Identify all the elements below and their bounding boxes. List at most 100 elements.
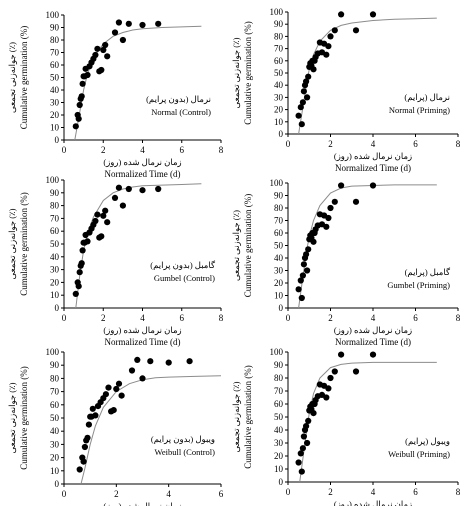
data-point [300, 433, 307, 440]
x-axis-title-fa: زمان نرمال شده (روز) [334, 325, 412, 336]
y-tick-label: 80 [50, 35, 60, 45]
x-tick-label: 4 [371, 487, 376, 497]
data-point [304, 439, 311, 447]
y-tick-label: 80 [50, 373, 60, 383]
data-point [297, 277, 304, 284]
y-tick-label: 30 [50, 98, 60, 108]
x-axis-title-fa: زمان نرمال شده (روز) [334, 151, 412, 162]
data-point [310, 238, 317, 245]
legend-label-fa: نرمال (پرایم) [404, 92, 450, 103]
y-tick-label: 60 [50, 400, 60, 410]
y-tick-label: 30 [50, 439, 60, 449]
y-tick-label: 90 [274, 19, 284, 29]
x-tick-label: 6 [219, 489, 224, 499]
y-tick-label: 10 [50, 290, 60, 300]
data-point [352, 368, 360, 375]
y-tick-label: 80 [274, 373, 284, 383]
x-axis-title-fa: زمان نرمال شده (روز) [334, 499, 412, 506]
y-tick-label: 90 [50, 188, 60, 198]
data-point [303, 423, 310, 430]
y-tick-label: 40 [50, 426, 60, 436]
y-tick-label: 0 [279, 129, 284, 139]
data-point [105, 384, 112, 391]
y-tick-label: 70 [274, 386, 284, 396]
y-tick-label: 100 [270, 7, 284, 17]
y-tick-label: 90 [50, 23, 60, 33]
fit-curve [75, 183, 202, 309]
data-point [338, 11, 345, 18]
data-point [119, 36, 126, 44]
chart-panel-5: 0 10 20 30 40 50 60 70 80 90 100 0 2 4 6 ویبول (بدون پر… [7, 347, 224, 506]
data-point [79, 247, 86, 254]
chart-panel-3: 0 10 20 30 40 50 60 70 80 90 100 0 2 4 6 8 گامبل (بدون پ… [7, 175, 224, 347]
chart-panel-6: 0 10 20 30 40 50 60 70 80 90 100 0 2 4 6 8 ویبول (پرایم)… [231, 347, 461, 506]
data-point [303, 78, 310, 85]
y-tick-label: 20 [274, 105, 284, 115]
data-point [298, 121, 305, 128]
data-point [84, 71, 91, 79]
data-point [139, 187, 146, 194]
data-point [303, 251, 310, 258]
data-point [331, 368, 338, 375]
y-tick-label: 20 [50, 453, 60, 463]
data-point [125, 20, 132, 27]
data-point [110, 407, 117, 414]
y-axis-title-fa: جوانه‌زنی تجمعی (٪) [231, 37, 242, 108]
x-tick-label: 0 [286, 487, 291, 497]
data-point [92, 51, 99, 59]
data-point [297, 104, 304, 111]
data-point [352, 27, 360, 34]
data-point [84, 434, 91, 441]
data-point [298, 294, 305, 302]
y-axis-title-fa: جوانه‌زنی تجمعی (٪) [7, 382, 18, 453]
data-point [338, 351, 345, 358]
y-tick-label: 100 [46, 175, 60, 185]
data-point [327, 204, 334, 212]
y-tick-label: 50 [50, 239, 60, 249]
data-point [305, 246, 312, 253]
data-point [369, 182, 377, 189]
y-tick-label: 60 [274, 228, 284, 238]
data-point [79, 80, 86, 87]
y-tick-label: 0 [279, 303, 284, 313]
y-tick-label: 50 [274, 241, 284, 251]
data-point [325, 385, 332, 392]
data-point [310, 410, 317, 417]
y-tick-label: 70 [50, 213, 60, 223]
legend-label: Gumbel (Priming) [387, 280, 450, 290]
fit-curve [80, 375, 222, 485]
y-tick-label: 0 [55, 135, 60, 145]
data-point [76, 101, 83, 109]
x-tick-label: 2 [328, 139, 333, 149]
y-axis-title: Cumulative germination (%) [19, 366, 29, 469]
data-point [119, 202, 126, 209]
data-point [98, 66, 105, 74]
data-point [80, 458, 87, 465]
x-tick-label: 2 [101, 145, 106, 155]
y-tick-label: 100 [270, 347, 284, 357]
y-tick-label: 30 [50, 265, 60, 275]
y-tick-label: 20 [50, 110, 60, 120]
legend-label-fa: ویبول (بدون پرایم) [151, 434, 215, 445]
x-axis-title-fa: زمان نرمال شده (روز) [103, 501, 181, 506]
x-tick-label: 8 [219, 145, 224, 155]
y-tick-label: 60 [50, 226, 60, 236]
y-tick-label: 40 [50, 252, 60, 262]
data-point [94, 45, 101, 52]
y-tick-label: 50 [50, 73, 60, 83]
y-axis-title: Cumulative germination (%) [243, 194, 253, 297]
data-point [139, 21, 146, 29]
data-point [134, 356, 141, 363]
data-point [295, 112, 302, 119]
data-point [331, 27, 338, 34]
data-point [76, 269, 83, 276]
x-axis-title-fa: زمان نرمال شده (روز) [103, 325, 181, 336]
y-tick-label: 80 [274, 203, 284, 213]
legend-label-fa: گامبل (پرایم) [405, 266, 451, 278]
data-point [300, 261, 307, 268]
x-axis-title: Normalized Time (d) [335, 337, 411, 347]
y-axis-title: Cumulative germination (%) [19, 192, 29, 295]
data-point [323, 394, 330, 401]
y-tick-label: 20 [274, 278, 284, 288]
data-point [89, 405, 96, 412]
